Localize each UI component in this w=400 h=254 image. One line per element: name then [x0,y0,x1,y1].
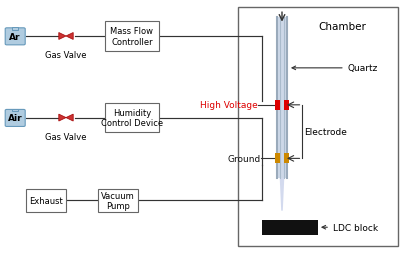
Text: Exhaust: Exhaust [29,196,63,205]
Bar [26,189,66,212]
Bar [238,8,398,246]
Text: Gas Valve: Gas Valve [45,132,87,141]
Text: Electrode: Electrode [304,128,347,137]
Text: Gas Valve: Gas Valve [45,51,87,60]
Text: Air: Air [8,114,22,123]
Bar [275,100,280,110]
Bar [12,109,18,112]
Bar [262,220,318,235]
Bar [98,189,138,212]
Text: Ar: Ar [10,33,21,42]
Bar [284,154,289,164]
FancyBboxPatch shape [5,110,25,127]
Polygon shape [66,115,73,121]
Bar [105,22,159,51]
Text: LDC block: LDC block [322,223,378,232]
Text: Chamber: Chamber [318,22,366,32]
FancyBboxPatch shape [5,29,25,46]
Text: Mass Flow
Controller: Mass Flow Controller [110,27,154,46]
Polygon shape [66,33,73,40]
Polygon shape [59,115,66,121]
Polygon shape [59,33,66,40]
Bar [105,104,159,133]
Text: Ground: Ground [227,154,260,163]
Text: Vacuum
Pump: Vacuum Pump [101,191,135,210]
Bar [277,18,287,178]
Text: Humidity
Control Device: Humidity Control Device [101,108,163,128]
Bar [275,154,280,164]
Polygon shape [277,114,287,211]
Text: Quartz: Quartz [292,64,378,73]
Text: High Voltage: High Voltage [200,101,258,110]
Bar [284,100,289,110]
Bar [12,28,18,30]
